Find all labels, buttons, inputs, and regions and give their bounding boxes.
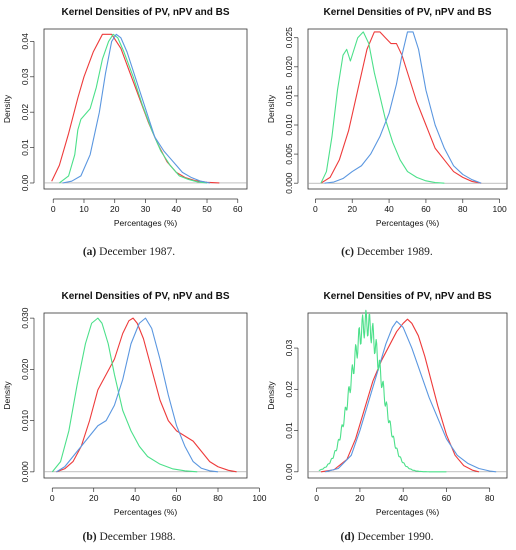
chart-title: Kernel Densities of PV, nPV and BS	[323, 291, 491, 302]
density-curve-green	[320, 31, 445, 184]
y-tick-label: 0.01	[20, 139, 30, 156]
y-axis-label: Density	[266, 94, 276, 123]
y-tick-label: 0.030	[20, 307, 30, 329]
caption-d: (d) December 1990.	[340, 531, 434, 543]
x-tick-label: 50	[202, 204, 212, 214]
density-curve-red	[56, 317, 237, 473]
x-axis-label: Percentages (%)	[376, 507, 439, 517]
chart-panel-1: Kernel Densities of PV, nPV and BS 0 20 40 6…	[266, 7, 508, 228]
y-tick-label: 0.01	[284, 422, 294, 439]
caption-c: (c) December 1989.	[341, 246, 433, 258]
y-tick-label: 0.005	[284, 143, 294, 165]
chart-title: Kernel Densities of PV, nPV and BS	[61, 291, 229, 302]
y-tick-label: 0.03	[284, 340, 294, 357]
chart-panel-0: Kernel Densities of PV, nPV and BS 0 10 20 3…	[2, 7, 248, 228]
x-tick-label: 60	[233, 204, 243, 214]
plot-frame	[307, 28, 508, 190]
caption-a: (a) December 1987.	[82, 246, 176, 258]
y-tick-label: 0.000	[20, 461, 30, 483]
x-tick-label: 20	[355, 493, 365, 503]
y-tick-label: 0.025	[284, 27, 294, 49]
density-curve-red	[320, 318, 480, 473]
caption-b: (b) December 1988.	[82, 531, 176, 543]
x-tick-label: 40	[130, 493, 140, 503]
chart-panel-3: Kernel Densities of PV, nPV and BS 0 20 40 6…	[266, 291, 508, 517]
x-axis-label: Percentages (%)	[114, 507, 177, 517]
density-curve-red	[51, 33, 220, 184]
x-tick-label: 20	[347, 204, 357, 214]
density-curve-green	[51, 317, 198, 473]
x-tick-label: 40	[384, 204, 394, 214]
density-curve-blue	[56, 317, 219, 473]
x-tick-label: 40	[172, 204, 182, 214]
chart-title: Kernel Densities of PV, nPV and BS	[61, 7, 229, 18]
density-curve-green	[318, 309, 447, 473]
y-tick-label: 0.020	[20, 358, 30, 380]
x-tick-label: 30	[141, 204, 151, 214]
x-tick-label: 80	[458, 204, 468, 214]
x-tick-label: 20	[110, 204, 120, 214]
x-tick-label: 60	[421, 204, 431, 214]
x-tick-label: 80	[213, 493, 223, 503]
plot-frame	[43, 28, 248, 190]
x-tick-label: 0	[314, 493, 319, 503]
x-tick-label: 20	[89, 493, 99, 503]
y-tick-label: 0.000	[284, 172, 294, 194]
y-tick-label: 0.02	[284, 381, 294, 398]
y-tick-label: 0.02	[20, 104, 30, 121]
density-curve-blue	[62, 33, 211, 184]
density-curve-blue	[324, 31, 482, 184]
x-axis-label: Percentages (%)	[376, 218, 439, 228]
x-tick-label: 0	[313, 204, 318, 214]
y-tick-label: 0.03	[20, 68, 30, 85]
y-axis-label: Density	[266, 381, 276, 410]
density-curve-blue	[325, 320, 497, 473]
y-tick-label: 0.010	[20, 410, 30, 432]
chart-panel-2: Kernel Densities of PV, nPV and BS 0 20 40 6…	[2, 291, 267, 517]
density-curve-green	[59, 33, 208, 184]
x-tick-label: 0	[51, 204, 56, 214]
y-tick-label: 0.010	[284, 114, 294, 136]
x-tick-label: 10	[79, 204, 89, 214]
x-tick-label: 0	[50, 493, 55, 503]
y-tick-label: 0.015	[284, 85, 294, 107]
chart-title: Kernel Densities of PV, nPV and BS	[323, 7, 491, 18]
x-axis-label: Percentages (%)	[114, 218, 177, 228]
x-tick-label: 100	[493, 204, 507, 214]
y-tick-label: 0.00	[284, 463, 294, 480]
y-axis-label: Density	[2, 94, 12, 123]
y-tick-label: 0.00	[20, 174, 30, 191]
x-tick-label: 80	[485, 493, 495, 503]
x-tick-label: 100	[252, 493, 266, 503]
y-tick-label: 0.04	[20, 33, 30, 50]
x-tick-label: 40	[398, 493, 408, 503]
plot-frame	[307, 312, 508, 479]
x-tick-label: 60	[442, 493, 452, 503]
x-tick-label: 60	[172, 493, 182, 503]
density-curve-red	[320, 31, 482, 184]
y-axis-label: Density	[2, 381, 12, 410]
y-tick-label: 0.020	[284, 56, 294, 78]
plot-frame	[43, 312, 248, 479]
